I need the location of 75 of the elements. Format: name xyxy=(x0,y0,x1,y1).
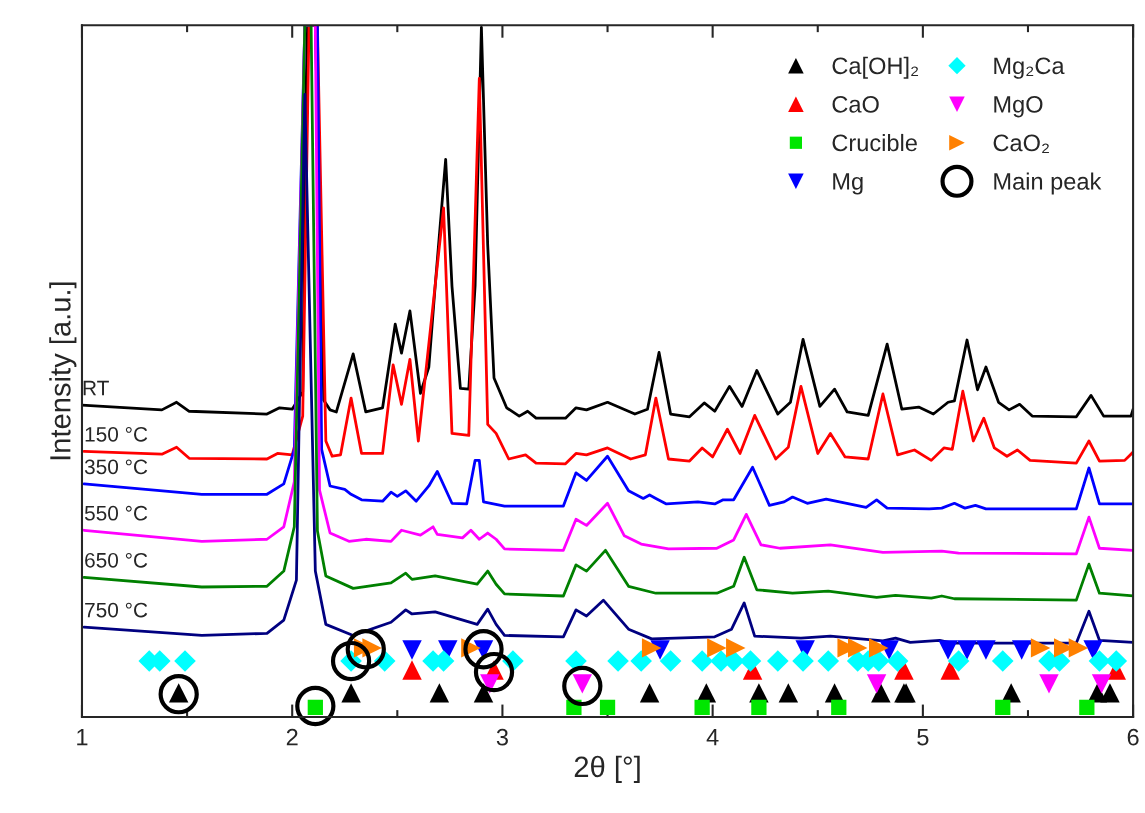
legend-label: CaO xyxy=(832,95,879,113)
point xyxy=(691,650,713,672)
point xyxy=(739,650,762,672)
point xyxy=(957,640,977,660)
x-axis-title: 2θ [°] xyxy=(574,755,640,783)
x-tick-label: 3 xyxy=(496,728,508,746)
y-axis-title: Intensity [a.u.] xyxy=(49,282,77,460)
point xyxy=(778,683,799,703)
point xyxy=(1011,640,1032,660)
x-tick-label: 4 xyxy=(706,729,719,746)
point xyxy=(659,650,682,672)
point xyxy=(480,674,500,694)
x-tick-label: 6 xyxy=(1127,728,1139,746)
x-tick-label: 1 xyxy=(77,729,88,746)
point xyxy=(1079,699,1095,716)
point xyxy=(1030,638,1051,658)
legend-label: MgO xyxy=(994,95,1043,118)
series-label: 650 °C xyxy=(85,552,148,568)
legend-label: Crucible xyxy=(832,133,917,152)
point xyxy=(402,640,422,660)
point xyxy=(817,650,840,672)
point xyxy=(938,640,958,660)
point xyxy=(295,685,336,727)
x-tick-label: 2 xyxy=(286,728,298,746)
point xyxy=(402,660,422,680)
point xyxy=(886,650,909,672)
point xyxy=(940,660,960,680)
series-label: 150 °C xyxy=(85,426,148,442)
point xyxy=(869,638,889,658)
point xyxy=(847,638,868,658)
series-label: 750 °C xyxy=(85,602,148,618)
point xyxy=(1105,650,1128,672)
point xyxy=(641,638,662,658)
point xyxy=(866,674,887,694)
legend-label: CaO₂ xyxy=(993,134,1049,154)
point xyxy=(751,699,767,716)
point xyxy=(1088,650,1111,672)
point xyxy=(726,638,746,658)
point xyxy=(341,683,361,703)
point xyxy=(1068,638,1089,658)
point xyxy=(707,638,727,658)
point xyxy=(473,683,494,703)
x-tick-label: 5 xyxy=(917,729,929,746)
series-label: 550 °C xyxy=(84,505,148,521)
point xyxy=(767,650,789,672)
point xyxy=(871,683,891,703)
point xyxy=(792,650,814,672)
point xyxy=(345,629,386,670)
point xyxy=(1083,640,1103,660)
point xyxy=(463,629,504,670)
point xyxy=(879,640,899,660)
point xyxy=(991,650,1014,672)
legend-label: Mg₂Ca xyxy=(994,57,1065,79)
point xyxy=(694,699,710,716)
point xyxy=(1100,683,1120,703)
point xyxy=(607,650,629,672)
legend-label: Ca[OH]₂ xyxy=(832,56,919,79)
point xyxy=(473,651,515,693)
legend-label: Main peak xyxy=(994,172,1102,195)
point xyxy=(429,683,450,703)
point xyxy=(947,650,970,672)
point xyxy=(1039,674,1059,694)
point xyxy=(562,665,603,707)
point xyxy=(995,699,1011,716)
legend-label: Mg xyxy=(833,173,863,195)
point xyxy=(599,699,616,716)
point xyxy=(1091,674,1112,694)
series-label: RT xyxy=(83,380,109,396)
point xyxy=(174,650,196,672)
series-label: 350 °C xyxy=(84,459,148,475)
point xyxy=(330,640,372,682)
point xyxy=(158,674,199,715)
point xyxy=(976,640,996,660)
point xyxy=(639,683,660,703)
point xyxy=(831,699,847,716)
